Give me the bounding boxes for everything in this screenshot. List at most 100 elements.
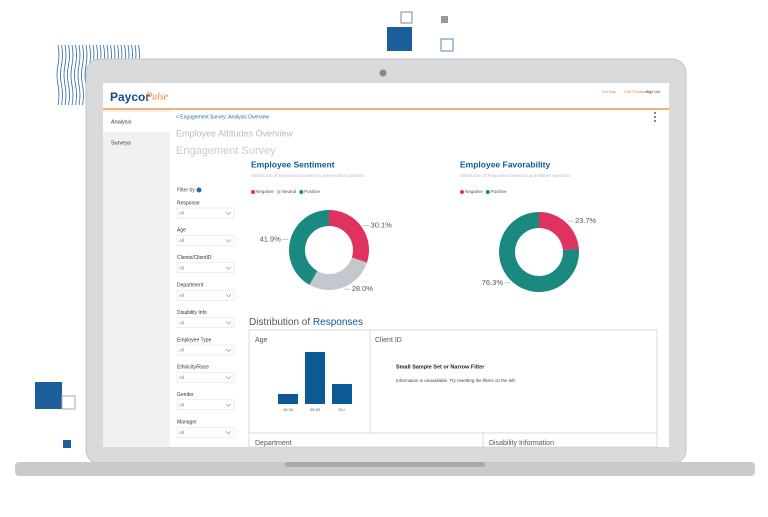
sidebar-active — [103, 112, 170, 132]
donut-segment — [499, 212, 580, 292]
filter-label: Clients/ClientID — [177, 255, 212, 261]
filter-value: All — [179, 238, 184, 243]
header-link[interactable]: Get Help — [602, 90, 616, 94]
filter-label: Employee Type — [177, 337, 212, 343]
dropdown-caret — [225, 321, 232, 325]
donut-segment — [329, 210, 369, 263]
filter-label: Disability Info — [177, 310, 207, 316]
filter-value: All — [179, 320, 184, 325]
decor-square — [440, 38, 454, 52]
decor-stripe — [60, 44, 63, 106]
client-message: Information is unavailable. Try resettin… — [396, 378, 516, 383]
value-label: 41.9% — [260, 234, 282, 243]
x-tick-label: 51+ — [339, 407, 346, 412]
value-label: 76.3% — [482, 278, 504, 287]
legend-label: Positive — [304, 189, 320, 194]
filter-dropdown[interactable] — [176, 399, 235, 411]
filter-label: Gender — [177, 392, 194, 398]
filter-label: Department — [177, 283, 204, 289]
decor-square — [400, 11, 413, 24]
filter-value: All — [179, 265, 184, 270]
legend-label: Positive — [491, 189, 507, 194]
x-tick-label: 35-50 — [310, 407, 321, 412]
sidebar-item[interactable]: Surveys — [111, 140, 131, 146]
chart-subtitle: Distribution of Responses based on quant… — [460, 173, 571, 178]
filter-value: All — [179, 348, 184, 353]
legend-swatch — [460, 190, 464, 194]
decor-stripe — [56, 44, 60, 106]
decor-stripe — [81, 44, 84, 106]
decor-stripe — [67, 44, 70, 106]
laptop-notch — [285, 462, 485, 467]
value-label: 28.0% — [352, 284, 374, 293]
legend-swatch — [251, 190, 255, 194]
sidebar-item[interactable]: Analysis — [111, 119, 132, 125]
bar — [305, 352, 325, 404]
x-tick-label: 18-34 — [283, 407, 294, 412]
logo: Paycor — [110, 90, 150, 104]
client-title: Client ID — [375, 337, 402, 344]
page-subtitle: Engagement Survey — [176, 145, 276, 157]
page-title: Employee Attitudes Overview — [176, 128, 294, 138]
legend-swatch — [276, 190, 281, 194]
filter-dropdown[interactable] — [176, 344, 235, 356]
laptop-base — [15, 462, 755, 476]
breadcrumb[interactable]: < Engagement Survey: Analysis Overview — [176, 114, 269, 120]
dropdown-caret — [225, 403, 232, 407]
sidebar — [103, 110, 170, 447]
legend-swatch — [299, 190, 304, 194]
filter-dropdown[interactable] — [176, 262, 235, 274]
legend-label: Negative — [465, 189, 483, 194]
dropdown-caret — [225, 293, 232, 298]
decor-square — [387, 27, 412, 51]
dropdown-caret — [225, 266, 232, 270]
filter-title: Filter by — [177, 187, 195, 193]
filter-dropdown[interactable] — [176, 317, 235, 328]
decor-stripe — [70, 44, 74, 106]
legend-label: Negative — [256, 189, 274, 194]
header-link[interactable]: Sign Out — [646, 90, 660, 94]
decor-square — [61, 395, 76, 410]
filter-dropdown[interactable] — [176, 289, 235, 301]
filter-info[interactable] — [196, 187, 202, 193]
bar — [332, 384, 352, 404]
filter-value: All — [179, 293, 184, 298]
camera — [379, 69, 387, 77]
dropdown-caret — [225, 430, 232, 435]
donut-segment — [539, 212, 579, 251]
distribution-title: Distribution of Responses — [249, 317, 363, 328]
decor-stripe — [63, 44, 67, 106]
decor-square — [441, 16, 448, 23]
filter-label: Response — [177, 200, 200, 206]
chart-title: Employee Favorability — [460, 159, 550, 169]
decor-stripe — [74, 44, 77, 106]
decor-square — [35, 382, 62, 409]
donut-segment — [289, 210, 329, 285]
filter-label: Ethnicity/Race — [177, 365, 209, 371]
dropdown-caret — [225, 348, 232, 352]
chart-title: Employee Sentiment — [251, 159, 335, 169]
filter-dropdown[interactable] — [176, 426, 235, 438]
value-label: 30.1% — [371, 220, 393, 229]
logo-script: Pulse — [145, 91, 169, 102]
filter-dropdown[interactable] — [176, 235, 235, 246]
filter-value: All — [179, 375, 184, 380]
menu-dots[interactable] — [654, 112, 656, 122]
filter-dropdown[interactable] — [176, 372, 235, 383]
legend-label: Neutral — [282, 189, 297, 194]
filter-value: All — [179, 211, 184, 216]
filter-dropdown[interactable] — [176, 207, 235, 219]
distribution-panel — [248, 329, 658, 448]
age-title: Age — [255, 337, 268, 344]
decor-square — [63, 440, 71, 448]
disability-title: Disability Information — [489, 440, 554, 447]
bar — [278, 394, 298, 404]
department-title: Department — [255, 440, 292, 447]
value-label: 23.7% — [575, 216, 597, 225]
client-message-title: Small Sample Set or Narrow Filter — [396, 364, 485, 370]
header-link[interactable]: Give Feedback — [624, 90, 648, 94]
dropdown-caret — [225, 211, 232, 215]
filter-value: All — [179, 430, 184, 435]
